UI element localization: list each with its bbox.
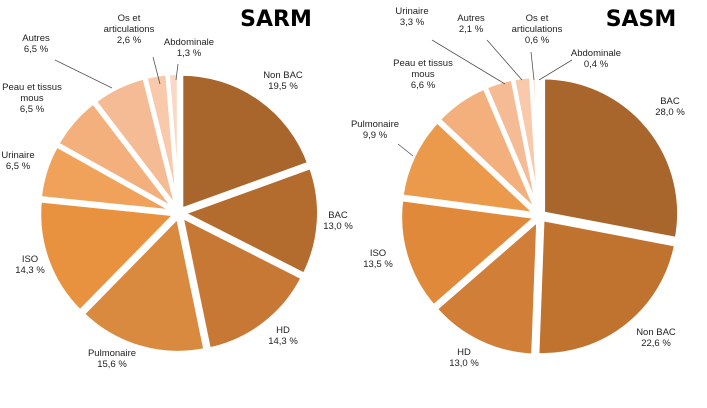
sarm-chart: SARM Non BAC 19,5 % BAC 13,0 % HD 14,3 % Pulmo… xyxy=(1,7,353,370)
sarm-label-hd: HD 14,3 % xyxy=(268,325,298,347)
sasm-slice-bac xyxy=(541,75,682,241)
sasm-label-peau-et-tissus-mous: Peau et tissus mous 6,6 % xyxy=(393,58,453,91)
sarm-label-peau-et-tissus-mous: Peau et tissus mous 6,5 % xyxy=(2,82,62,115)
sasm-slice-non-bac xyxy=(535,217,679,358)
sarm-label-urinaire: Urinaire 6,5 % xyxy=(1,150,34,172)
sasm-value-urinaire: 3,3 % xyxy=(400,17,425,28)
sarm-leader-autres xyxy=(54,59,113,89)
sarm-label-abdominale: Abdominale 1,3 % xyxy=(164,37,214,59)
sasm-label-abdominale: Abdominale 0,4 % xyxy=(571,48,621,70)
sarm-slice-pulmonaire xyxy=(80,214,208,355)
sarm-slice-abdominale xyxy=(165,71,181,212)
sasm-label-hd: HD 13,0 % xyxy=(449,347,479,369)
sasm-label-non-bac: Non BAC 22,6 % xyxy=(636,327,676,349)
sarm-slice-hd xyxy=(179,214,305,352)
sarm-value-autres: 6,5 % xyxy=(24,44,49,55)
sarm-leader-os-et-articulations xyxy=(152,56,161,85)
sasm-value-abdominale: 0,4 % xyxy=(584,59,609,70)
sarm-value-iso: 14,3 % xyxy=(15,265,45,276)
sarm-value-pulmonaire: 15,6 % xyxy=(97,359,127,370)
sarm-value-abdominale: 1,3 % xyxy=(177,48,202,59)
sasm-label-bac: BAC 28,0 % xyxy=(655,96,685,118)
sarm-value-non-bac: 19,5 % xyxy=(268,81,298,92)
sarm-leader-abdominale xyxy=(175,63,179,81)
sasm-slice-iso xyxy=(398,197,539,309)
sasm-leader-urinaire xyxy=(431,39,506,85)
sarm-pie: Non BAC 19,5 % BAC 13,0 % HD 14,3 % Pulmonaire… xyxy=(1,13,353,370)
sasm-leader-autres xyxy=(486,39,523,81)
sasm-slice-pulmonaire xyxy=(399,119,539,217)
sasm-label-urinaire: Urinaire 3,3 % xyxy=(395,6,428,28)
sarm-slice-bac xyxy=(180,165,321,277)
sarm-label-iso: ISO 14,3 % xyxy=(15,254,45,276)
sasm-chart: SASM BAC 28,0 % Non BAC 22,6 % HD 13,0 % ISO 13… xyxy=(351,6,685,369)
sarm-value-bac: 13,0 % xyxy=(323,221,353,232)
sasm-slice-abdominale xyxy=(534,74,542,214)
sarm-value-urinaire: 6,5 % xyxy=(6,161,31,172)
sarm-label-bac: BAC 13,0 % xyxy=(323,210,353,232)
sasm-slice-hd xyxy=(433,217,541,358)
sasm-value-hd: 13,0 % xyxy=(449,358,479,369)
sasm-leader-pulmonaire xyxy=(397,143,414,157)
sarm-slice-iso xyxy=(37,198,178,314)
sasm-value-autres: 2,1 % xyxy=(459,24,484,35)
sasm-value-pulmonaire: 9,9 % xyxy=(363,130,388,141)
sarm-title: SARM xyxy=(240,7,312,32)
sasm-value-os-et-articulations: 0,6 % xyxy=(525,35,550,46)
sasm-title: SASM xyxy=(606,7,677,32)
sasm-value-non-bac: 22,6 % xyxy=(641,338,671,349)
sarm-label-autres: Autres 6,5 % xyxy=(22,33,50,55)
sasm-value-iso: 13,5 % xyxy=(363,259,393,270)
sarm-value-hd: 14,3 % xyxy=(268,336,298,347)
sasm-label-iso: ISO 13,5 % xyxy=(363,248,393,270)
sarm-label-pulmonaire: Pulmonaire 15,6 % xyxy=(88,348,136,370)
sasm-label-pulmonaire: Pulmonaire 9,9 % xyxy=(351,119,399,141)
sasm-label-autres: Autres 2,1 % xyxy=(457,13,485,35)
sasm-leader-os-et-articulations xyxy=(530,51,535,81)
sarm-slice-non-bac xyxy=(179,71,312,212)
sasm-value-bac: 28,0 % xyxy=(655,107,685,118)
sasm-value-peau-et-tissus-mous: 6,6 % xyxy=(411,80,436,91)
sarm-label-os-et-articulations: Os et articulations 2,6 % xyxy=(104,13,155,46)
sasm-pie: BAC 28,0 % Non BAC 22,6 % HD 13,0 % ISO 13,5 % P… xyxy=(351,6,685,369)
sasm-label-os-et-articulations: Os et articulations 0,6 % xyxy=(512,13,563,46)
sasm-leader-abdominale xyxy=(538,59,573,81)
sarm-label-non-bac: Non BAC 19,5 % xyxy=(263,70,303,92)
sarm-value-os-et-articulations: 2,6 % xyxy=(117,35,142,46)
sarm-value-peau-et-tissus-mous: 6,5 % xyxy=(20,104,45,115)
